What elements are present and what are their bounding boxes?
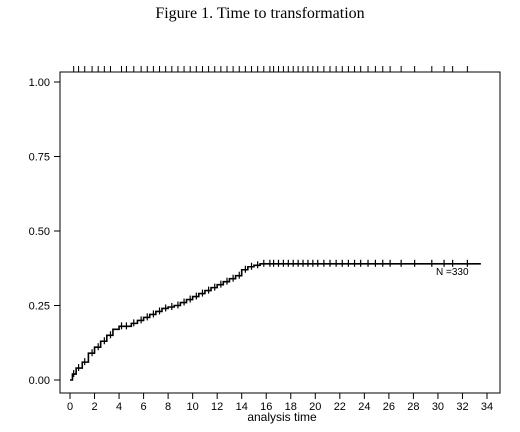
n-annotation: N =330: [436, 267, 469, 278]
x-tick-label: 2: [91, 401, 97, 413]
x-tick-label: 34: [481, 401, 493, 413]
x-tick-label: 26: [383, 401, 395, 413]
y-tick-label: 0.75: [29, 152, 50, 164]
x-tick-label: 16: [260, 401, 272, 413]
x-tick-label: 18: [285, 401, 297, 413]
x-tick-label: 20: [309, 401, 321, 413]
y-tick-label: 0.50: [29, 226, 50, 238]
x-tick-label: 6: [141, 401, 147, 413]
x-tick-label: 32: [456, 401, 468, 413]
y-axis: 0.00 0.25 0.50 0.75 1.00: [29, 77, 60, 387]
x-tick-label: 14: [236, 401, 248, 413]
x-tick-label: 12: [211, 401, 223, 413]
x-tick-label: 22: [334, 401, 346, 413]
censor-marks: [73, 259, 468, 378]
x-tick-label: 8: [165, 401, 171, 413]
y-tick-label: 0.25: [29, 301, 50, 313]
top-ticks: [73, 66, 468, 72]
x-tick-label: 4: [116, 401, 122, 413]
km-curve: [70, 262, 481, 381]
x-tick-label: 30: [432, 401, 444, 413]
x-tick-label: 24: [358, 401, 370, 413]
x-axis: 0 2 4 6 8 10 12 14 16 18 20 22 24 26 28 30 32 34: [67, 393, 493, 413]
figure-title: Figure 1. Time to transformation: [155, 5, 365, 22]
y-tick-label: 1.00: [29, 77, 50, 89]
x-tick-label: 0: [67, 401, 73, 413]
x-tick-label: 28: [407, 401, 419, 413]
y-tick-label: 0.00: [29, 375, 50, 387]
x-tick-label: 10: [187, 401, 199, 413]
plot-frame: [59, 71, 501, 394]
x-axis-title: analysis time: [247, 410, 317, 424]
